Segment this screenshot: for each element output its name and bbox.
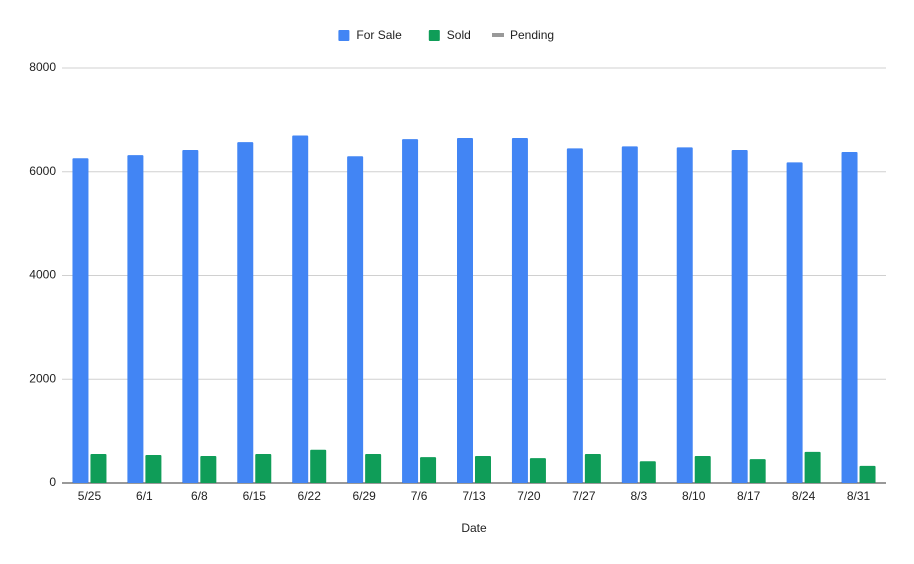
bar <box>584 453 601 483</box>
y-tick-label: 4000 <box>29 268 56 282</box>
bar <box>127 155 144 483</box>
x-tick-label: 6/22 <box>298 489 322 503</box>
y-tick-label: 0 <box>49 475 56 489</box>
legend-label: Sold <box>447 28 471 42</box>
y-tick-label: 6000 <box>29 164 56 178</box>
legend-label: For Sale <box>356 28 402 42</box>
x-tick-label: 6/1 <box>136 489 153 503</box>
x-tick-label: 7/27 <box>572 489 596 503</box>
x-tick-label: 8/10 <box>682 489 706 503</box>
bar <box>529 458 546 483</box>
legend-swatch <box>338 30 350 41</box>
bar <box>804 451 821 483</box>
x-tick-label: 6/8 <box>191 489 208 503</box>
bar <box>255 453 272 483</box>
bar <box>365 453 382 483</box>
x-tick-label: 6/29 <box>352 489 376 503</box>
bar <box>145 454 162 483</box>
bar <box>749 459 766 483</box>
legend-swatch <box>492 33 504 37</box>
x-tick-label: 5/25 <box>78 489 102 503</box>
x-tick-label: 8/17 <box>737 489 761 503</box>
bar <box>566 148 583 483</box>
x-tick-label: 6/15 <box>243 489 267 503</box>
bar <box>511 138 528 483</box>
x-tick-label: 8/3 <box>630 489 647 503</box>
bar <box>402 139 419 483</box>
x-axis-label: Date <box>461 521 487 535</box>
bar <box>859 465 876 483</box>
bar <box>694 456 711 483</box>
bar <box>182 149 199 483</box>
bar <box>420 457 437 483</box>
bar <box>639 461 656 483</box>
legend-label: Pending <box>510 28 554 42</box>
bar <box>347 156 364 483</box>
bar <box>200 456 217 483</box>
bar <box>621 146 638 484</box>
bar <box>676 147 693 483</box>
bar <box>237 142 254 483</box>
x-tick-label: 7/13 <box>462 489 486 503</box>
bar <box>310 449 327 483</box>
x-tick-label: 7/20 <box>517 489 541 503</box>
bar <box>72 158 89 483</box>
legend-swatch <box>428 30 440 41</box>
x-tick-label: 8/31 <box>847 489 871 503</box>
y-tick-label: 2000 <box>29 371 56 385</box>
bar <box>475 456 491 483</box>
bar <box>292 135 309 483</box>
bar <box>457 138 473 483</box>
bar <box>731 149 748 483</box>
y-tick-label: 8000 <box>29 60 56 74</box>
bar <box>90 453 107 483</box>
x-tick-label: 7/6 <box>411 489 428 503</box>
bar <box>786 162 803 483</box>
x-tick-label: 8/24 <box>792 489 816 503</box>
bar <box>841 152 858 483</box>
